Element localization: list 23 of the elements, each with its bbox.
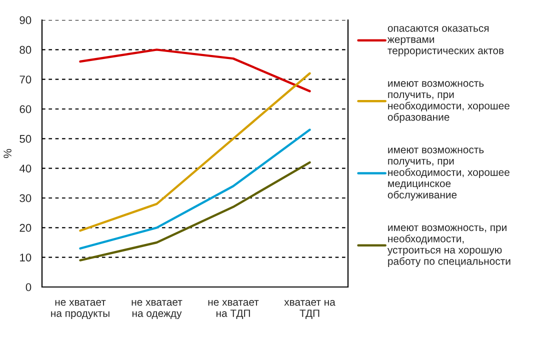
- line-series: [79, 161, 311, 262]
- legend-label: опасаются оказаться жертвами террористических актов: [387, 26, 504, 56]
- line-series: [79, 128, 311, 250]
- legend-label: имеют возможность получить, при необходимости, хорошее образование: [388, 81, 510, 123]
- y-tick-label: 50: [20, 134, 32, 143]
- y-tick-label: 60: [20, 105, 32, 114]
- y-tick-label: 70: [20, 76, 32, 84]
- x-tick-label: не хватает на продукты: [51, 300, 110, 320]
- legend-label: имеют возможность, при необходимости, устроиться на хорошую работу по специальности: [387, 225, 510, 267]
- y-axis-title: %: [4, 148, 12, 158]
- line-series: [79, 48, 311, 92]
- x-tick-label: не хватает на ТДП: [208, 300, 259, 319]
- line-series: [79, 72, 311, 232]
- y-tick-label: 10: [20, 254, 32, 262]
- x-tick-label: не хватает на одежду: [132, 300, 182, 320]
- y-tick-label: 90: [20, 16, 32, 24]
- y-tick-label: 40: [19, 164, 32, 172]
- y-tick-label: 30: [20, 194, 32, 202]
- y-tick-label: 20: [20, 224, 32, 232]
- y-tick-label: 80: [20, 46, 32, 54]
- y-tick-label: 0: [26, 283, 32, 292]
- x-tick-label: хватает на ТДП: [284, 300, 336, 319]
- legend-label: имеют возможность получить, при необходимости, хорошее медицинское обслуживание: [388, 148, 510, 201]
